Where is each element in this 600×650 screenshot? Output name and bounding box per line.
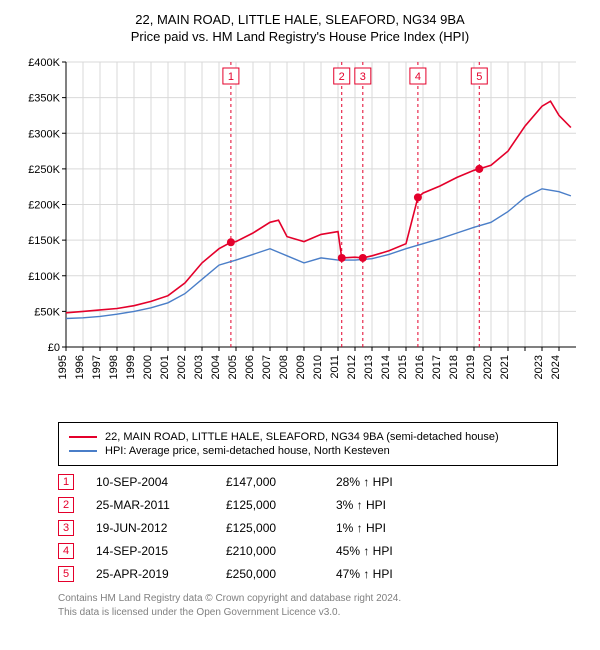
legend-row: HPI: Average price, semi-detached house,… [69,445,547,457]
x-tick-label: 1997 [91,355,103,379]
legend-box: 22, MAIN ROAD, LITTLE HALE, SLEAFORD, NG… [58,422,558,466]
x-tick-label: 2024 [550,355,562,379]
transaction-row: 5 25-APR-2019£250,00047% ↑ HPI [58,566,558,582]
legend-swatch [69,450,97,452]
transaction-marker: 3 [58,520,74,536]
title-block: 22, MAIN ROAD, LITTLE HALE, SLEAFORD, NG… [18,12,582,44]
transaction-pct: 28% ↑ HPI [336,475,426,489]
transaction-date: 25-APR-2019 [96,567,226,581]
transaction-date: 19-JUN-2012 [96,521,226,535]
x-tick-label: 2000 [142,355,154,379]
x-tick-label: 1996 [74,355,86,379]
transaction-row: 3 19-JUN-2012£125,0001% ↑ HPI [58,520,558,536]
x-tick-label: 2009 [295,355,307,379]
transaction-row: 1 10-SEP-2004£147,00028% ↑ HPI [58,474,558,490]
x-tick-label: 2020 [482,355,494,379]
legend-row: 22, MAIN ROAD, LITTLE HALE, SLEAFORD, NG… [69,431,547,443]
marker-number: 5 [476,71,482,83]
transaction-price: £250,000 [226,567,336,581]
transactions-table: 1 10-SEP-2004£147,00028% ↑ HPI 2 25-MAR-201… [58,474,558,582]
transaction-marker: 1 [58,474,74,490]
transaction-pct: 3% ↑ HPI [336,498,426,512]
marker-number: 2 [339,71,345,83]
transaction-price: £147,000 [226,475,336,489]
x-tick-label: 2015 [397,355,409,379]
x-tick-label: 2004 [210,355,222,379]
footer-attribution: Contains HM Land Registry data © Crown c… [58,592,582,620]
marker-number: 3 [360,71,366,83]
x-tick-label: 1995 [57,355,69,379]
chart-area: £0 £50K £100K £150K £200K £250K £300K £350K £400… [18,52,582,412]
transaction-marker: 2 [58,497,74,513]
legend-label: HPI: Average price, semi-detached house,… [105,445,390,457]
title-address: 22, MAIN ROAD, LITTLE HALE, SLEAFORD, NG… [18,12,582,27]
x-tick-label: 2010 [312,355,324,379]
chart-svg: £0 £50K £100K £150K £200K £250K £300K £350K £400… [18,52,582,412]
transaction-price: £125,000 [226,498,336,512]
x-tick-label: 2023 [533,355,545,379]
x-tick-label: 2007 [261,355,273,379]
transaction-marker: 4 [58,543,74,559]
y-tick-label: £50K [34,306,60,318]
chart-container: 22, MAIN ROAD, LITTLE HALE, SLEAFORD, NG… [0,0,600,630]
transaction-row: 2 25-MAR-2011£125,0003% ↑ HPI [58,497,558,513]
transaction-pct: 47% ↑ HPI [336,567,426,581]
footer-line2: This data is licensed under the Open Gov… [58,606,582,620]
x-tick-label: 2013 [363,355,375,379]
marker-dot [414,193,422,201]
x-tick-label: 2017 [431,355,443,379]
y-tick-label: £300K [28,128,60,140]
marker-dot [227,238,235,246]
x-tick-label: 2001 [159,355,171,379]
x-tick-label: 2003 [193,355,205,379]
footer-line1: Contains HM Land Registry data © Crown c… [58,592,582,606]
transaction-price: £210,000 [226,544,336,558]
transaction-price: £125,000 [226,521,336,535]
title-subtitle: Price paid vs. HM Land Registry's House … [18,29,582,44]
x-tick-label: 2012 [346,355,358,379]
x-tick-label: 2016 [414,355,426,379]
y-tick-label: £100K [28,271,60,283]
marker-dot [475,165,483,173]
marker-number: 1 [228,71,234,83]
transaction-pct: 1% ↑ HPI [336,521,426,535]
x-tick-label: 2006 [244,355,256,379]
marker-dot [338,254,346,262]
x-tick-label: 2014 [380,355,392,379]
marker-dot [359,254,367,262]
legend-label: 22, MAIN ROAD, LITTLE HALE, SLEAFORD, NG… [105,431,499,443]
x-tick-label: 2021 [499,355,511,379]
transaction-marker: 5 [58,566,74,582]
x-tick-label: 2005 [227,355,239,379]
x-tick-label: 2008 [278,355,290,379]
series-hpi [66,189,571,319]
y-tick-label: £150K [28,235,60,247]
transaction-date: 14-SEP-2015 [96,544,226,558]
transaction-date: 10-SEP-2004 [96,475,226,489]
x-tick-label: 1999 [125,355,137,379]
y-tick-label: £200K [28,200,60,212]
y-tick-label: £250K [28,164,60,176]
y-tick-label: £400K [28,57,60,69]
x-tick-label: 2019 [465,355,477,379]
transaction-date: 25-MAR-2011 [96,498,226,512]
legend-swatch [69,436,97,438]
x-tick-label: 1998 [108,355,120,379]
y-tick-label: £350K [28,93,60,105]
marker-number: 4 [415,71,421,83]
x-tick-label: 2011 [329,355,341,379]
x-tick-label: 2002 [176,355,188,379]
transaction-pct: 45% ↑ HPI [336,544,426,558]
y-tick-label: £0 [48,342,60,354]
x-tick-label: 2018 [448,355,460,379]
transaction-row: 4 14-SEP-2015£210,00045% ↑ HPI [58,543,558,559]
